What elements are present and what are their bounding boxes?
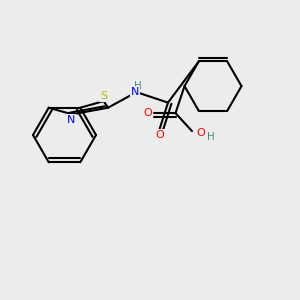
Text: N: N xyxy=(131,87,139,97)
Text: O: O xyxy=(196,128,205,138)
Text: H: H xyxy=(134,80,142,91)
Text: H: H xyxy=(207,131,214,142)
Text: O: O xyxy=(155,130,164,140)
Text: S: S xyxy=(100,91,107,101)
Text: O: O xyxy=(143,108,152,118)
Text: N: N xyxy=(67,115,75,125)
